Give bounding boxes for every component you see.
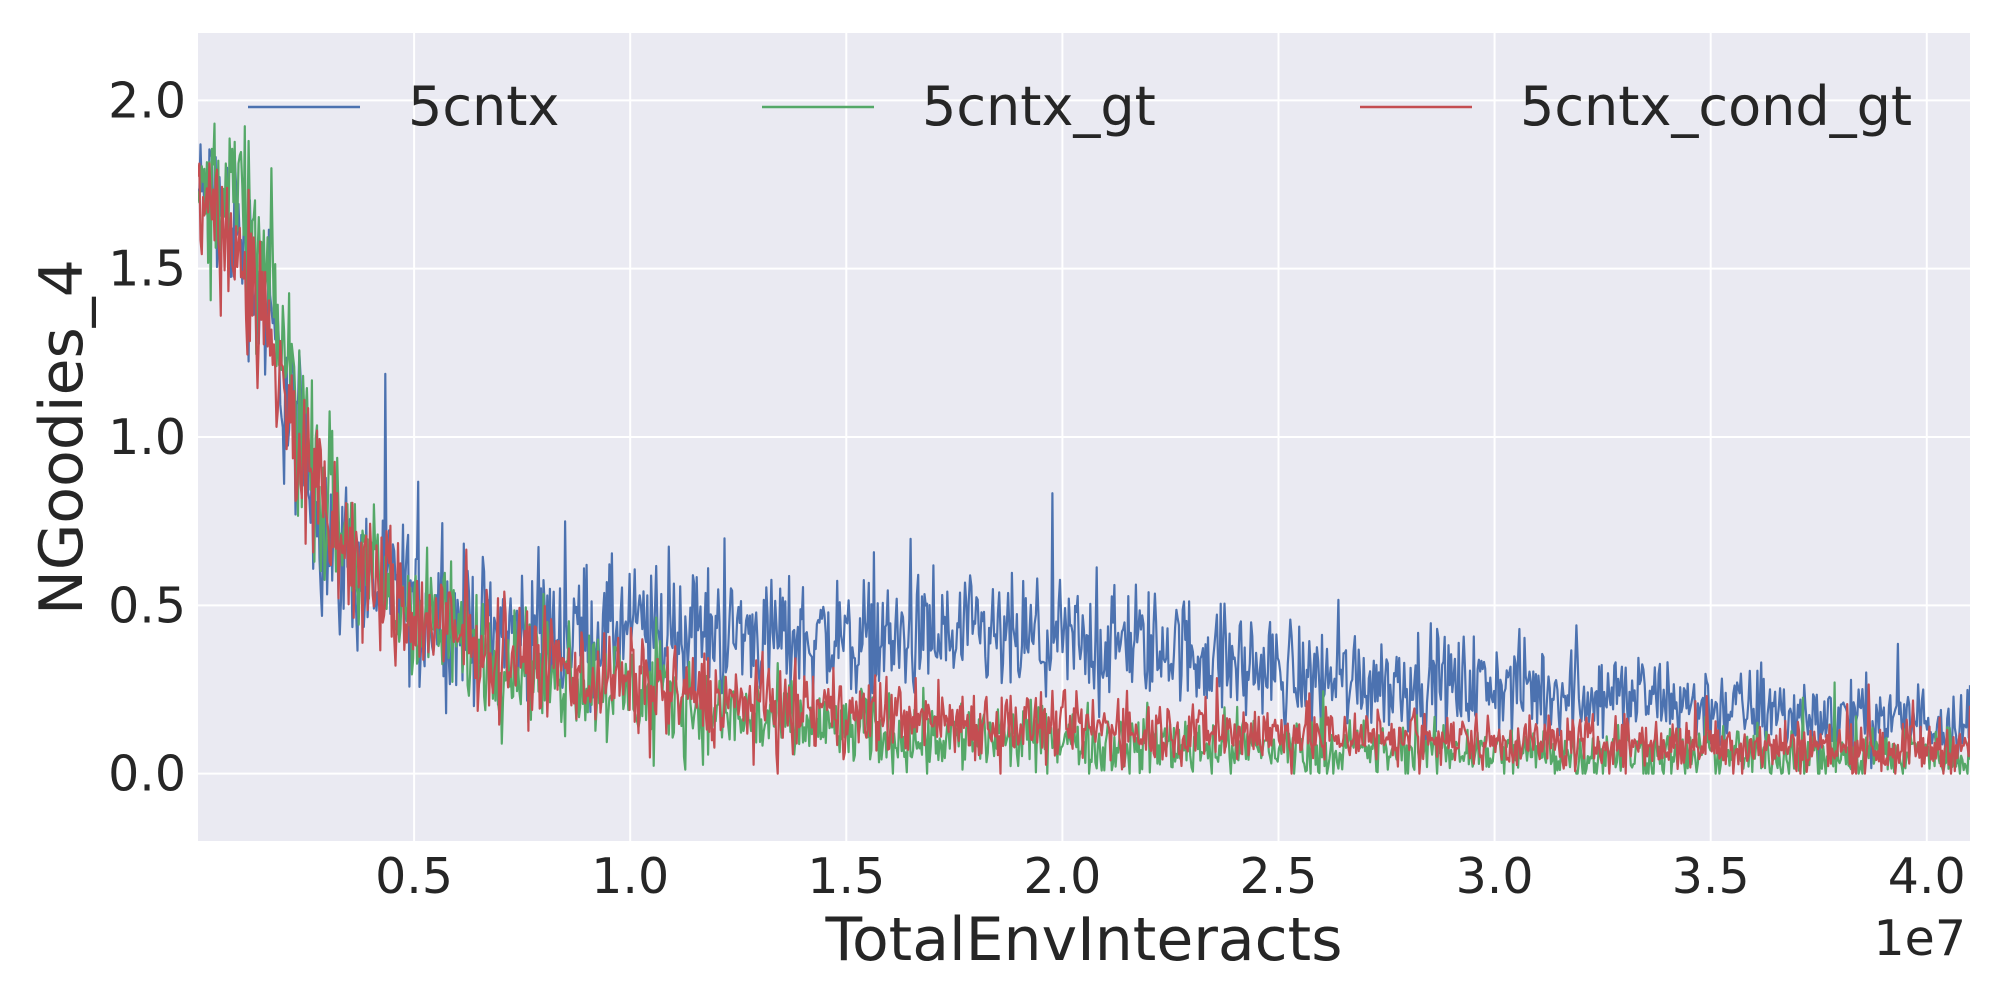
x-axis: 0.5 1.0 1.5 2.0 2.5 3.0 3.5 4.0 (375, 848, 1966, 905)
x-tick-label: 0.5 (375, 848, 453, 905)
x-tick-label: 3.0 (1456, 848, 1534, 905)
y-tick-label: 0.0 (108, 746, 186, 803)
x-tick-label: 1.5 (807, 848, 885, 905)
y-tick-label: 0.5 (108, 577, 186, 634)
series-group (198, 122, 1970, 775)
series-line-5cntx (198, 143, 1970, 770)
x-tick-label: 1.0 (591, 848, 669, 905)
y-tick-label: 2.0 (108, 72, 186, 129)
plot-area (198, 122, 1970, 775)
x-tick-label: 2.0 (1023, 848, 1101, 905)
y-axis: 0.0 0.5 1.0 1.5 2.0 (108, 72, 186, 802)
x-tick-label: 2.5 (1240, 848, 1318, 905)
x-axis-label: TotalEnvInteracts (825, 905, 1343, 975)
legend-label: 5cntx (408, 75, 559, 138)
y-axis-label: NGoodies_4 (27, 259, 97, 615)
legend-label: 5cntx_gt (922, 75, 1156, 138)
y-tick-label: 1.0 (108, 409, 186, 466)
series-line-5cntx-cond-gt (198, 162, 1970, 775)
x-tick-label: 3.5 (1672, 848, 1750, 905)
legend-label: 5cntx_cond_gt (1520, 75, 1912, 138)
grid (198, 33, 1970, 841)
y-tick-label: 1.5 (108, 241, 186, 298)
legend: 5cntx 5cntx_gt 5cntx_cond_gt (248, 75, 1912, 138)
x-axis-offset-label: 1e7 (1874, 910, 1967, 967)
x-tick-label: 4.0 (1888, 848, 1966, 905)
